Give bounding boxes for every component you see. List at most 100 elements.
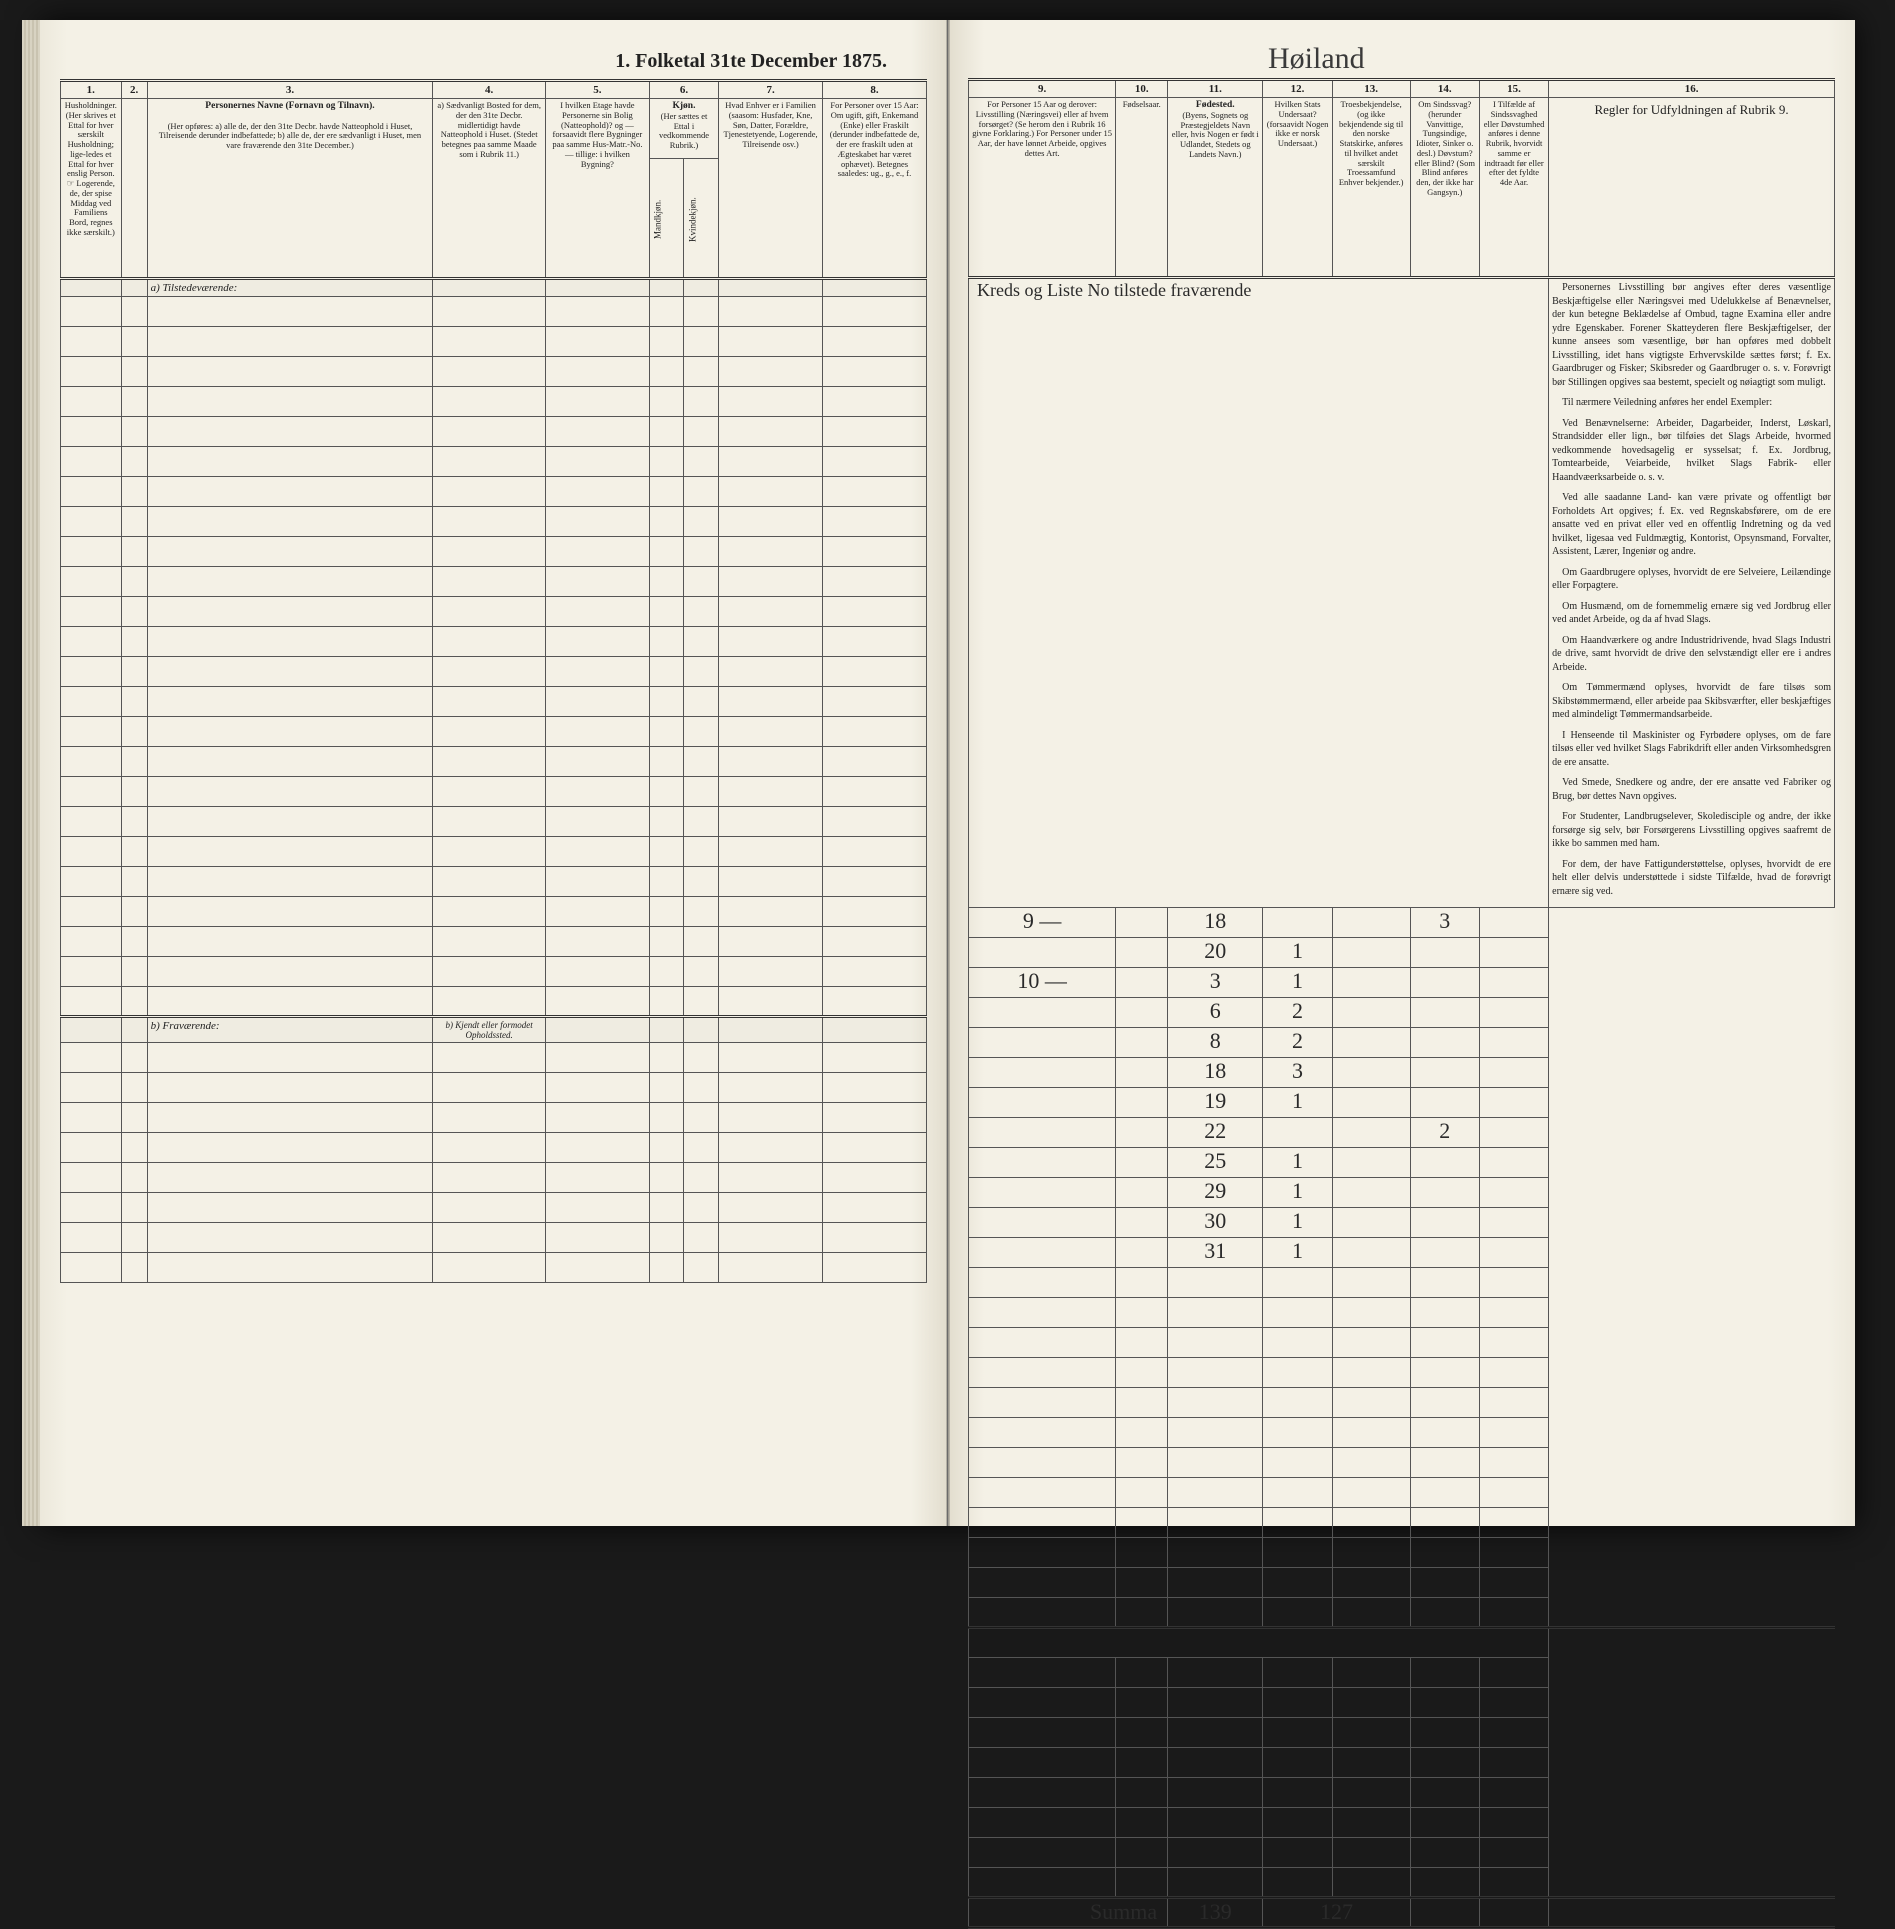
cell (147, 987, 433, 1017)
coln-6: 6. (649, 81, 718, 99)
right-page: Høiland 9. 10. 11. 12. 13. 14. 15. 16. F… (948, 20, 1855, 1526)
cell (823, 657, 927, 687)
cell (823, 477, 927, 507)
blank (121, 279, 147, 297)
cell (684, 987, 719, 1017)
cell (121, 477, 147, 507)
cell (649, 1223, 684, 1253)
blank (684, 279, 719, 297)
cell (121, 897, 147, 927)
summa-absent: 127 (1263, 1898, 1410, 1928)
hdr-12: Hvilken Stats Undersaat? (forsaavidt Nog… (1263, 98, 1332, 278)
cell (61, 717, 122, 747)
cell (719, 897, 823, 927)
cell (1332, 938, 1410, 968)
cell (433, 357, 546, 387)
cell (719, 687, 823, 717)
data-row: 82 (969, 1028, 1835, 1058)
cell (433, 777, 546, 807)
cell (719, 717, 823, 747)
instructions-body: Personernes Livsstilling bør angives eft… (1549, 278, 1835, 908)
cell (684, 357, 719, 387)
cell (61, 627, 122, 657)
cell (545, 1073, 649, 1103)
cell (1479, 1688, 1548, 1718)
cell (61, 867, 122, 897)
cell (121, 357, 147, 387)
cell (121, 537, 147, 567)
cell (823, 687, 927, 717)
cell (719, 627, 823, 657)
instruction-paragraph: Til nærmere Veiledning anføres her endel… (1552, 396, 1831, 410)
cell (969, 1568, 1116, 1598)
blank-row (969, 1478, 1835, 1508)
cell (969, 1208, 1116, 1238)
cell (121, 777, 147, 807)
cell (684, 927, 719, 957)
cell (1263, 1658, 1332, 1688)
cell (969, 1238, 1116, 1268)
instruction-paragraph: For Studenter, Landbrugselever, Skoledis… (1552, 810, 1831, 851)
cell (1332, 1148, 1410, 1178)
cell (1479, 1778, 1548, 1808)
cell (1116, 998, 1168, 1028)
cell (545, 1163, 649, 1193)
cell (649, 987, 684, 1017)
cell (719, 1103, 823, 1133)
cell (649, 957, 684, 987)
cell (61, 537, 122, 567)
cell (1263, 1688, 1332, 1718)
blank-row (61, 327, 927, 357)
cell (823, 1133, 927, 1163)
cell (1479, 1868, 1548, 1898)
cell: 29 (1168, 1178, 1263, 1208)
cell (1479, 1448, 1548, 1478)
cell (1410, 1148, 1479, 1178)
cell (1332, 998, 1410, 1028)
cell (433, 987, 546, 1017)
cell (433, 627, 546, 657)
census-ledger: 1. Folketal 31te December 1875. 1. 2. 3.… (40, 20, 1855, 1526)
cell (1479, 998, 1548, 1028)
cell: 2 (1263, 1028, 1332, 1058)
cell (969, 1328, 1116, 1358)
hdr-13: Troesbekjendelse, (og ikke bekjendende s… (1332, 98, 1410, 278)
cell (1479, 968, 1548, 998)
cell (684, 297, 719, 327)
cell (1263, 1868, 1332, 1898)
cell (545, 627, 649, 657)
cell (719, 387, 823, 417)
cell (1168, 1808, 1263, 1838)
cell (1479, 1748, 1548, 1778)
cell (61, 417, 122, 447)
cell: 31 (1168, 1238, 1263, 1268)
cell (969, 1418, 1116, 1448)
blank-row (61, 987, 927, 1017)
cell (1116, 1238, 1168, 1268)
cell (121, 297, 147, 327)
instruction-paragraph: Personernes Livsstilling bør angives eft… (1552, 281, 1831, 389)
cell (61, 477, 122, 507)
cell (1332, 1088, 1410, 1118)
cell (969, 1298, 1116, 1328)
blank-row (969, 1718, 1835, 1748)
cell (433, 447, 546, 477)
cell (433, 537, 546, 567)
blank-row (969, 1298, 1835, 1328)
cell (121, 1223, 147, 1253)
cell: 9 — (969, 908, 1116, 938)
cell (1410, 938, 1479, 968)
blank-row (61, 1163, 927, 1193)
cell (649, 507, 684, 537)
cell (433, 1163, 546, 1193)
cell (719, 1223, 823, 1253)
cell (1410, 1178, 1479, 1208)
cell (121, 927, 147, 957)
cell (969, 1028, 1116, 1058)
hdr-9: For Personer 15 Aar og derover: Livsstil… (969, 98, 1116, 278)
title-text: 1. Folketal 31te December 1875. (615, 50, 887, 73)
cell (61, 447, 122, 477)
cell (684, 897, 719, 927)
section-b: b) Fraværende: (147, 1017, 433, 1043)
cell (719, 1133, 823, 1163)
